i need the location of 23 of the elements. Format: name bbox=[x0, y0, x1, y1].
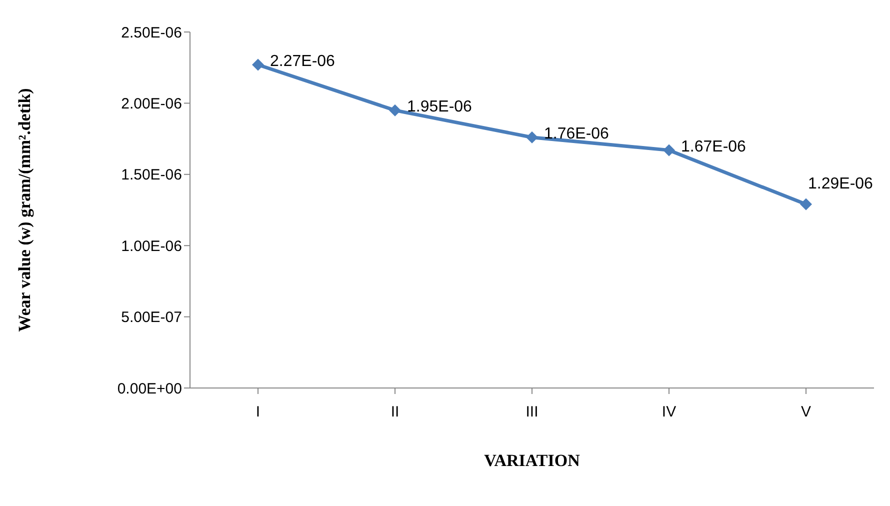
point bbox=[252, 58, 264, 71]
data-label: 2.27E-06 bbox=[270, 52, 336, 70]
point bbox=[526, 131, 538, 144]
y-tick-label: 2.00E-06 bbox=[121, 96, 182, 113]
point bbox=[800, 198, 812, 210]
data-label: 1.76E-06 bbox=[544, 126, 610, 143]
point bbox=[389, 104, 401, 116]
x-axis-title: VARIATION bbox=[484, 451, 581, 470]
data-label: 1.67E-06 bbox=[681, 138, 746, 156]
data-label: 1.95E-06 bbox=[407, 98, 472, 116]
x-tick-label: II bbox=[390, 404, 400, 421]
point bbox=[663, 144, 675, 156]
x-tick-label: I bbox=[256, 404, 260, 421]
x-tick-label: IV bbox=[662, 404, 676, 421]
y-tick-label: 0.00E+00 bbox=[117, 380, 182, 398]
x-tick-label: V bbox=[800, 404, 812, 421]
y-axis-title: Wear value (w) gram/(mm².detik) bbox=[14, 88, 34, 332]
x-tick-label: III bbox=[526, 404, 538, 421]
data-label: 1.29E-06 bbox=[808, 176, 874, 193]
y-tick-label: 1.00E-06 bbox=[121, 238, 182, 255]
y-tick-label: 2.50E-06 bbox=[121, 24, 182, 42]
y-tick-label: 1.50E-06 bbox=[121, 166, 182, 184]
y-tick-label: 5.00E-07 bbox=[121, 309, 182, 326]
